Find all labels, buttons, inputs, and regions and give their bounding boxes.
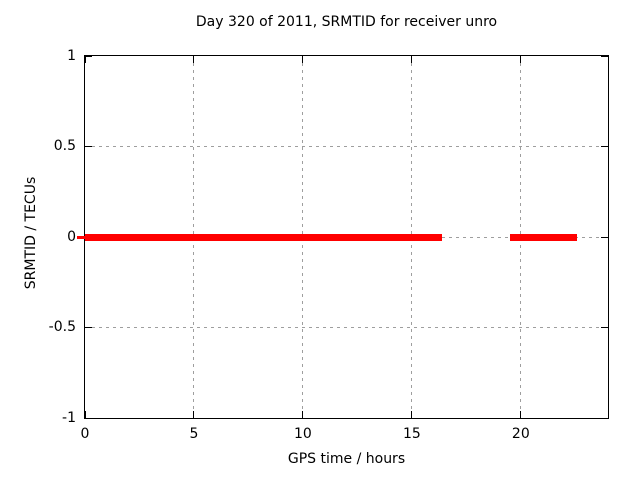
x-tick-mark-bottom (302, 411, 304, 418)
y-tick-label: -1 (62, 409, 76, 426)
data-series-segment (509, 233, 578, 241)
x-axis-label: GPS time / hours (287, 451, 406, 467)
x-tick-mark-bottom (84, 411, 86, 418)
y-tick-label: 0 (67, 228, 76, 245)
x-tick-mark-top (302, 56, 304, 63)
x-tick-label: 5 (189, 426, 199, 442)
x-tick-mark-top (193, 56, 195, 63)
x-tick-mark-bottom (193, 411, 195, 418)
y-tick-mark-right (601, 236, 608, 238)
x-tick-label: 15 (402, 426, 421, 442)
data-series-segment (85, 233, 443, 241)
y-tick-mark-left (85, 327, 92, 328)
y-tick-mark-left (85, 417, 92, 419)
y-tick-mark-right (601, 417, 608, 419)
y-tick-label: -0.5 (48, 319, 76, 335)
gridline-horizontal (85, 146, 608, 147)
y-tick-mark-right (601, 55, 608, 57)
y-tick-mark-left (85, 55, 92, 57)
x-tick-label: 0 (80, 426, 90, 442)
y-tick-mark-right (601, 146, 608, 147)
y-tick-mark-left (85, 146, 92, 147)
data-series-edge-cap (77, 236, 85, 239)
x-tick-mark-bottom (520, 411, 522, 418)
y-tick-label: 1 (67, 47, 76, 64)
x-tick-label: 20 (511, 426, 530, 442)
x-tick-mark-top (520, 56, 522, 63)
y-tick-mark-right (601, 327, 608, 328)
plot-area (77, 55, 609, 419)
gridline-horizontal (85, 327, 608, 328)
x-tick-mark-top (411, 56, 413, 63)
y-tick-label: 0.5 (53, 138, 76, 154)
x-tick-mark-top (84, 56, 86, 63)
x-tick-mark-bottom (411, 411, 413, 418)
chart-title: Day 320 of 2011, SRMTID for receiver unr… (195, 14, 498, 30)
x-tick-label: 10 (293, 426, 312, 442)
